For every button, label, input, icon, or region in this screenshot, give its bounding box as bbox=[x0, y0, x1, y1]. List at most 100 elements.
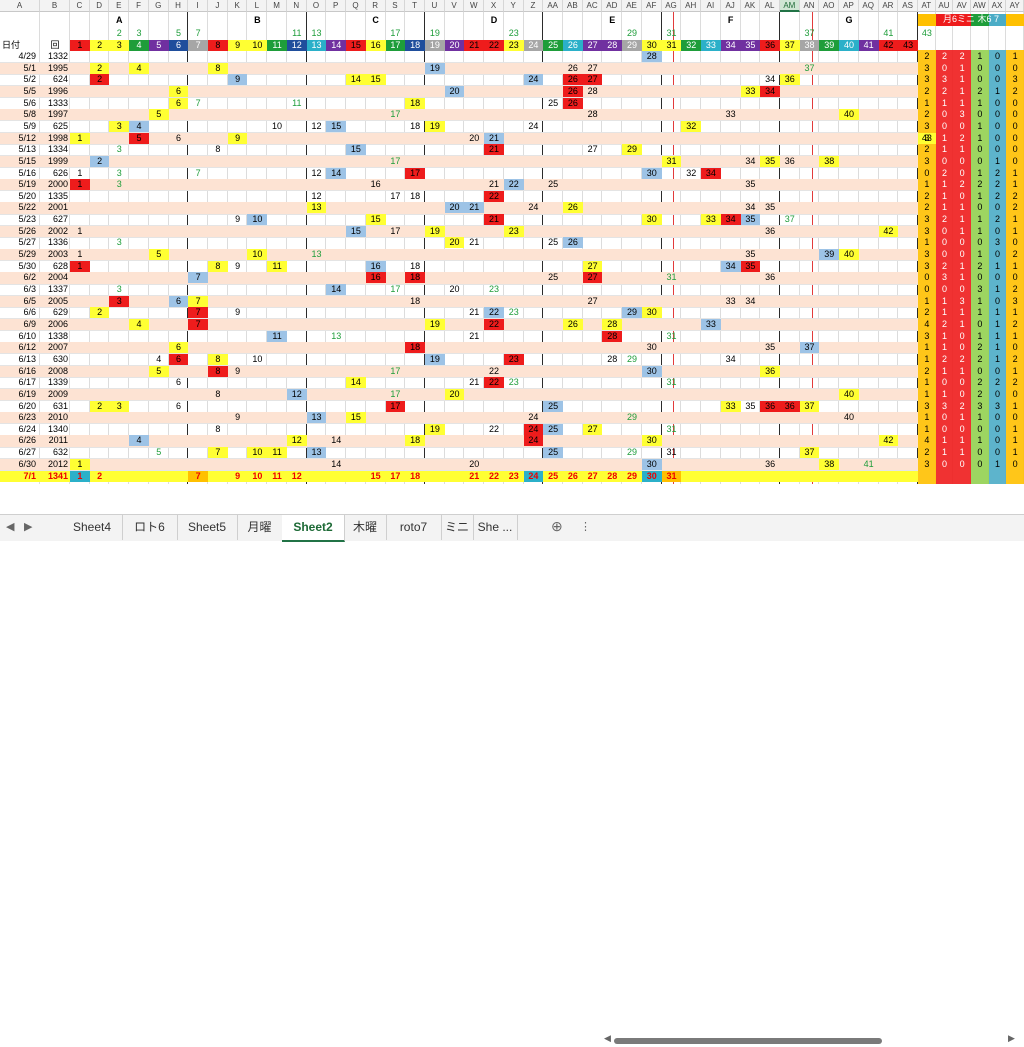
number-cell[interactable]: 31 bbox=[666, 377, 677, 388]
total-round-cell[interactable]: 1341 bbox=[47, 471, 68, 482]
number-cell[interactable]: 18 bbox=[405, 342, 425, 354]
summary-cell[interactable]: 1 bbox=[959, 225, 965, 236]
column-header-j[interactable]: J bbox=[208, 0, 228, 12]
number-header-cell[interactable]: 34 bbox=[720, 39, 741, 51]
summary-cell[interactable]: 2 bbox=[959, 179, 965, 190]
number-cell[interactable]: 2 bbox=[89, 155, 110, 167]
summary-cell[interactable]: 3 bbox=[977, 400, 983, 411]
date-cell[interactable]: 6/6 bbox=[23, 307, 36, 318]
summary-cell[interactable]: 0 bbox=[994, 74, 1000, 85]
number-cell[interactable]: 26 bbox=[563, 97, 583, 109]
number-cell[interactable]: 8 bbox=[208, 353, 228, 365]
number-cell[interactable]: 24 bbox=[523, 423, 544, 435]
number-cell[interactable]: 40 bbox=[843, 412, 854, 423]
number-cell[interactable]: 8 bbox=[208, 62, 228, 74]
round-cell[interactable]: 627 bbox=[52, 214, 68, 225]
number-cell[interactable]: 24 bbox=[528, 120, 539, 131]
number-cell[interactable]: 40 bbox=[839, 388, 859, 400]
sheet-tab-2[interactable]: ロト6 bbox=[122, 515, 178, 540]
column-header-aw[interactable]: AW bbox=[971, 0, 989, 12]
summary-cell[interactable]: 1 bbox=[1012, 423, 1018, 434]
summary-cell[interactable]: 2 bbox=[977, 85, 983, 96]
number-cell[interactable]: 6 bbox=[168, 353, 189, 365]
number-cell[interactable]: 15 bbox=[346, 144, 366, 156]
number-cell[interactable]: 34 bbox=[720, 214, 741, 226]
number-cell[interactable]: 24 bbox=[523, 435, 544, 447]
summary-cell[interactable]: 0 bbox=[941, 62, 947, 73]
column-header-p[interactable]: P bbox=[326, 0, 347, 12]
column-header-au[interactable]: AU bbox=[935, 0, 954, 12]
date-cell[interactable]: 6/30 bbox=[18, 458, 36, 469]
column-header-x[interactable]: X bbox=[484, 0, 504, 12]
summary-cell[interactable]: 0 bbox=[994, 97, 1000, 108]
number-cell[interactable]: 34 bbox=[745, 202, 756, 213]
column-header-ak[interactable]: AK bbox=[740, 0, 761, 12]
date-cell[interactable]: 5/16 bbox=[18, 167, 36, 178]
number-cell[interactable]: 21 bbox=[464, 202, 485, 214]
number-header-cell[interactable]: 2 bbox=[116, 28, 122, 38]
number-cell[interactable]: 34 bbox=[760, 85, 780, 97]
round-cell[interactable]: 2010 bbox=[47, 412, 68, 423]
summary-cell[interactable]: 1 bbox=[959, 144, 965, 155]
number-cell[interactable]: 13 bbox=[306, 412, 327, 424]
summary-cell[interactable]: 2 bbox=[977, 342, 983, 353]
number-header-cell[interactable]: 25 bbox=[543, 39, 564, 51]
number-cell[interactable]: 29 bbox=[627, 447, 638, 458]
number-cell[interactable]: 17 bbox=[390, 109, 401, 120]
summary-cell[interactable]: 1 bbox=[924, 237, 930, 248]
summary-cell[interactable]: 1 bbox=[1012, 214, 1018, 225]
number-cell[interactable]: 18 bbox=[405, 435, 425, 447]
column-header-aa[interactable]: AA bbox=[543, 0, 564, 12]
number-cell[interactable]: 34 bbox=[720, 260, 741, 272]
number-header-cell[interactable]: 39 bbox=[819, 39, 840, 51]
round-cell[interactable]: 626 bbox=[52, 167, 68, 178]
summary-cell[interactable]: 0 bbox=[994, 51, 1000, 61]
summary-cell[interactable]: 1 bbox=[959, 85, 965, 96]
date-cell[interactable]: 6/3 bbox=[23, 284, 36, 294]
summary-cell[interactable]: 4 bbox=[924, 435, 930, 446]
number-cell[interactable]: 1 bbox=[77, 167, 83, 178]
summary-cell[interactable]: 0 bbox=[959, 249, 965, 260]
number-cell[interactable]: 11 bbox=[267, 447, 287, 459]
number-cell[interactable]: 26 bbox=[563, 202, 583, 214]
number-cell[interactable]: 29 bbox=[627, 353, 638, 364]
date-cell[interactable]: 5/27 bbox=[18, 237, 36, 248]
date-cell[interactable]: 6/17 bbox=[18, 377, 36, 388]
number-header-cell[interactable]: 6 bbox=[168, 39, 189, 51]
number-cell[interactable]: 38 bbox=[819, 458, 840, 470]
summary-cell[interactable]: 2 bbox=[994, 190, 1000, 201]
column-header-aq[interactable]: AQ bbox=[858, 0, 879, 12]
number-cell[interactable]: 43 bbox=[918, 132, 936, 144]
summary-cell[interactable]: 1 bbox=[977, 120, 983, 131]
summary-cell[interactable]: 0 bbox=[994, 435, 1000, 446]
number-cell[interactable]: 6 bbox=[168, 295, 189, 307]
summary-cell[interactable]: 1 bbox=[977, 295, 983, 306]
number-cell[interactable]: 42 bbox=[878, 435, 899, 447]
total-number-cell[interactable]: 24 bbox=[523, 471, 544, 483]
summary-cell[interactable]: 1 bbox=[1012, 365, 1018, 376]
number-header-cell[interactable]: 1 bbox=[70, 39, 90, 51]
number-cell[interactable]: 33 bbox=[740, 85, 761, 97]
round-cell[interactable]: 2005 bbox=[47, 295, 68, 306]
summary-cell[interactable]: 1 bbox=[959, 318, 965, 329]
summary-cell[interactable]: 1 bbox=[959, 214, 965, 225]
number-cell[interactable]: 28 bbox=[587, 109, 598, 120]
number-header-cell[interactable]: 29 bbox=[622, 39, 642, 51]
column-header-v[interactable]: V bbox=[444, 0, 465, 12]
number-header-cell[interactable]: 32 bbox=[681, 39, 702, 51]
number-cell[interactable]: 20 bbox=[444, 202, 465, 214]
date-cell[interactable]: 6/13 bbox=[18, 353, 36, 364]
number-cell[interactable]: 7 bbox=[188, 318, 209, 330]
number-cell[interactable]: 26 bbox=[563, 318, 583, 330]
number-cell[interactable]: 29 bbox=[622, 144, 642, 156]
number-cell[interactable]: 34 bbox=[701, 167, 721, 179]
date-cell[interactable]: 6/2 bbox=[23, 272, 36, 283]
summary-cell[interactable]: 3 bbox=[924, 120, 930, 131]
summary-cell[interactable]: 2 bbox=[941, 51, 947, 61]
summary-cell[interactable]: 1 bbox=[941, 202, 947, 213]
summary-cell[interactable]: 0 bbox=[1012, 342, 1018, 353]
number-cell[interactable]: 31 bbox=[666, 330, 677, 341]
column-header-al[interactable]: AL bbox=[760, 0, 780, 12]
column-header-s[interactable]: S bbox=[385, 0, 406, 12]
summary-cell[interactable]: 3 bbox=[994, 237, 1000, 248]
